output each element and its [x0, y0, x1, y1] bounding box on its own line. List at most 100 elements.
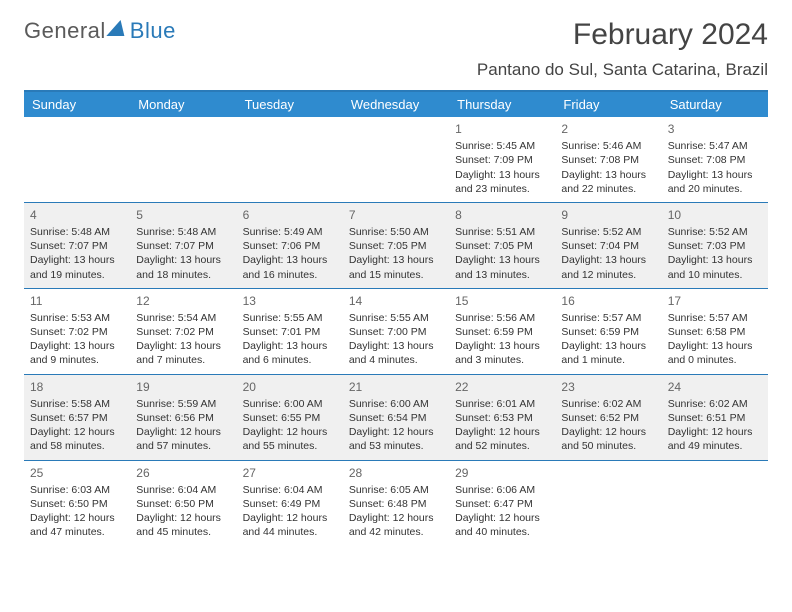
day-details: Sunrise: 6:02 AMSunset: 6:51 PMDaylight:…: [668, 397, 762, 454]
calendar-cell: 5 Sunrise: 5:48 AMSunset: 7:07 PMDaylight…: [130, 202, 236, 288]
day-number: 29: [455, 465, 549, 481]
header: General Blue February 2024 Pantano do Su…: [24, 18, 768, 84]
calendar-cell: 27 Sunrise: 6:04 AMSunset: 6:49 PMDayligh…: [237, 460, 343, 545]
day-number: 1: [455, 121, 549, 137]
weekday-header: Tuesday: [237, 91, 343, 117]
calendar-cell: 23 Sunrise: 6:02 AMSunset: 6:52 PMDayligh…: [555, 374, 661, 460]
calendar-cell: 14 Sunrise: 5:55 AMSunset: 7:00 PMDayligh…: [343, 288, 449, 374]
day-number: 12: [136, 293, 230, 309]
title-block: February 2024 Pantano do Sul, Santa Cata…: [477, 18, 768, 84]
calendar-cell: 25Sunrise: 6:03 AMSunset: 6:50 PMDayligh…: [24, 460, 130, 545]
calendar-cell: 7 Sunrise: 5:50 AMSunset: 7:05 PMDaylight…: [343, 202, 449, 288]
day-details: Sunrise: 5:48 AMSunset: 7:07 PMDaylight:…: [30, 225, 124, 282]
day-number: 5: [136, 207, 230, 223]
calendar-cell: 10 Sunrise: 5:52 AMSunset: 7:03 PMDayligh…: [662, 202, 768, 288]
day-number: 15: [455, 293, 549, 309]
calendar-cell: 26 Sunrise: 6:04 AMSunset: 6:50 PMDayligh…: [130, 460, 236, 545]
day-details: Sunrise: 5:58 AMSunset: 6:57 PMDaylight:…: [30, 397, 124, 454]
day-details: Sunrise: 6:04 AMSunset: 6:49 PMDaylight:…: [243, 483, 337, 540]
day-details: Sunrise: 5:55 AMSunset: 7:00 PMDaylight:…: [349, 311, 443, 368]
day-number: 4: [30, 207, 124, 223]
day-number: 24: [668, 379, 762, 395]
calendar-cell: [662, 460, 768, 545]
calendar-cell: [555, 460, 661, 545]
calendar-body: 1 Sunrise: 5:45 AMSunset: 7:09 PMDaylight…: [24, 117, 768, 545]
calendar-row: 4 Sunrise: 5:48 AMSunset: 7:07 PMDaylight…: [24, 202, 768, 288]
day-details: Sunrise: 6:04 AMSunset: 6:50 PMDaylight:…: [136, 483, 230, 540]
day-details: Sunrise: 5:59 AMSunset: 6:56 PMDaylight:…: [136, 397, 230, 454]
day-number: 14: [349, 293, 443, 309]
calendar-row: 1 Sunrise: 5:45 AMSunset: 7:09 PMDaylight…: [24, 117, 768, 202]
day-details: Sunrise: 5:47 AMSunset: 7:08 PMDaylight:…: [668, 139, 762, 196]
day-number: 27: [243, 465, 337, 481]
day-number: 21: [349, 379, 443, 395]
day-number: 19: [136, 379, 230, 395]
day-details: Sunrise: 6:05 AMSunset: 6:48 PMDaylight:…: [349, 483, 443, 540]
calendar-cell: 11Sunrise: 5:53 AMSunset: 7:02 PMDayligh…: [24, 288, 130, 374]
day-number: 28: [349, 465, 443, 481]
day-details: Sunrise: 6:00 AMSunset: 6:54 PMDaylight:…: [349, 397, 443, 454]
day-number: 9: [561, 207, 655, 223]
day-details: Sunrise: 5:49 AMSunset: 7:06 PMDaylight:…: [243, 225, 337, 282]
weekday-header: Friday: [555, 91, 661, 117]
calendar-cell: 20Sunrise: 6:00 AMSunset: 6:55 PMDayligh…: [237, 374, 343, 460]
weekday-header: Saturday: [662, 91, 768, 117]
day-number: 10: [668, 207, 762, 223]
day-number: 22: [455, 379, 549, 395]
day-details: Sunrise: 5:50 AMSunset: 7:05 PMDaylight:…: [349, 225, 443, 282]
day-number: 18: [30, 379, 124, 395]
day-details: Sunrise: 5:53 AMSunset: 7:02 PMDaylight:…: [30, 311, 124, 368]
day-number: 8: [455, 207, 549, 223]
day-details: Sunrise: 5:56 AMSunset: 6:59 PMDaylight:…: [455, 311, 549, 368]
day-details: Sunrise: 6:06 AMSunset: 6:47 PMDaylight:…: [455, 483, 549, 540]
calendar-cell: [237, 117, 343, 202]
calendar-head: SundayMondayTuesdayWednesdayThursdayFrid…: [24, 91, 768, 117]
calendar-cell: 19 Sunrise: 5:59 AMSunset: 6:56 PMDayligh…: [130, 374, 236, 460]
calendar-cell: 4 Sunrise: 5:48 AMSunset: 7:07 PMDaylight…: [24, 202, 130, 288]
day-details: Sunrise: 5:52 AMSunset: 7:03 PMDaylight:…: [668, 225, 762, 282]
logo: General Blue: [24, 18, 176, 44]
calendar-cell: 21 Sunrise: 6:00 AMSunset: 6:54 PMDayligh…: [343, 374, 449, 460]
day-details: Sunrise: 5:52 AMSunset: 7:04 PMDaylight:…: [561, 225, 655, 282]
day-number: 20: [243, 379, 337, 395]
day-details: Sunrise: 5:51 AMSunset: 7:05 PMDaylight:…: [455, 225, 549, 282]
day-details: Sunrise: 5:46 AMSunset: 7:08 PMDaylight:…: [561, 139, 655, 196]
calendar-cell: 13 Sunrise: 5:55 AMSunset: 7:01 PMDayligh…: [237, 288, 343, 374]
day-details: Sunrise: 6:01 AMSunset: 6:53 PMDaylight:…: [455, 397, 549, 454]
month-title: February 2024: [477, 18, 768, 52]
day-details: Sunrise: 6:03 AMSunset: 6:50 PMDaylight:…: [30, 483, 124, 540]
day-details: Sunrise: 5:48 AMSunset: 7:07 PMDaylight:…: [136, 225, 230, 282]
calendar-cell: 24 Sunrise: 6:02 AMSunset: 6:51 PMDayligh…: [662, 374, 768, 460]
calendar-row: 11Sunrise: 5:53 AMSunset: 7:02 PMDayligh…: [24, 288, 768, 374]
day-number: 7: [349, 207, 443, 223]
logo-text-blue: Blue: [130, 18, 176, 44]
day-details: Sunrise: 5:57 AMSunset: 6:58 PMDaylight:…: [668, 311, 762, 368]
calendar-cell: [130, 117, 236, 202]
weekday-header: Thursday: [449, 91, 555, 117]
day-details: Sunrise: 5:45 AMSunset: 7:09 PMDaylight:…: [455, 139, 549, 196]
calendar-cell: [343, 117, 449, 202]
weekday-header: Monday: [130, 91, 236, 117]
day-number: 3: [668, 121, 762, 137]
calendar-cell: 18 Sunrise: 5:58 AMSunset: 6:57 PMDayligh…: [24, 374, 130, 460]
weekday-header: Sunday: [24, 91, 130, 117]
day-details: Sunrise: 5:55 AMSunset: 7:01 PMDaylight:…: [243, 311, 337, 368]
calendar-cell: [24, 117, 130, 202]
calendar-table: SundayMondayTuesdayWednesdayThursdayFrid…: [24, 90, 768, 545]
day-number: 26: [136, 465, 230, 481]
calendar-cell: 9 Sunrise: 5:52 AMSunset: 7:04 PMDaylight…: [555, 202, 661, 288]
day-details: Sunrise: 5:54 AMSunset: 7:02 PMDaylight:…: [136, 311, 230, 368]
day-number: 13: [243, 293, 337, 309]
day-number: 23: [561, 379, 655, 395]
day-details: Sunrise: 6:02 AMSunset: 6:52 PMDaylight:…: [561, 397, 655, 454]
day-number: 17: [668, 293, 762, 309]
calendar-cell: 8 Sunrise: 5:51 AMSunset: 7:05 PMDaylight…: [449, 202, 555, 288]
calendar-cell: 6Sunrise: 5:49 AMSunset: 7:06 PMDaylight…: [237, 202, 343, 288]
calendar-cell: 22 Sunrise: 6:01 AMSunset: 6:53 PMDayligh…: [449, 374, 555, 460]
calendar-cell: 2Sunrise: 5:46 AMSunset: 7:08 PMDaylight…: [555, 117, 661, 202]
day-details: Sunrise: 5:57 AMSunset: 6:59 PMDaylight:…: [561, 311, 655, 368]
calendar-cell: 28 Sunrise: 6:05 AMSunset: 6:48 PMDayligh…: [343, 460, 449, 545]
calendar-row: 25Sunrise: 6:03 AMSunset: 6:50 PMDayligh…: [24, 460, 768, 545]
calendar-cell: 15 Sunrise: 5:56 AMSunset: 6:59 PMDayligh…: [449, 288, 555, 374]
logo-mark-icon: [106, 20, 129, 36]
